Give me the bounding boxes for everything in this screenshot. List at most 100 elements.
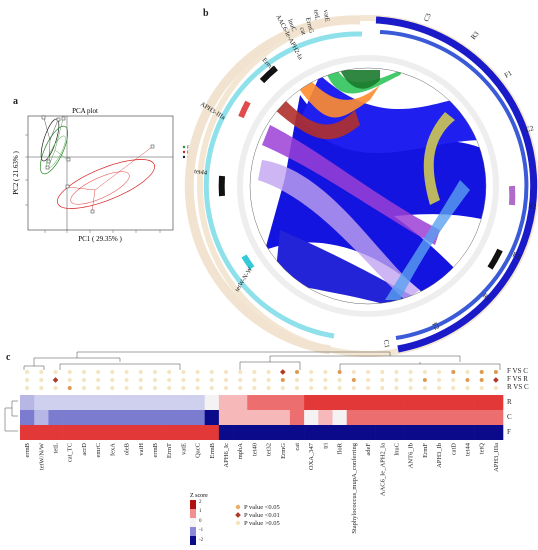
heatmap-row-r: R xyxy=(507,398,512,406)
heatmap-cell xyxy=(162,395,177,410)
heatmap-cell xyxy=(332,425,348,440)
circos-inner-ring xyxy=(237,55,499,317)
heatmap-gene-label: ermB xyxy=(152,442,159,457)
heatmap-cell xyxy=(332,395,348,410)
pca-ellipse-r-inner xyxy=(70,171,130,205)
heatmap-cell xyxy=(488,425,504,440)
pvalue-marker xyxy=(252,378,257,382)
heatmap-cell xyxy=(190,425,205,440)
heatmap-cell xyxy=(119,425,134,440)
pvalue-marker xyxy=(493,377,499,383)
heatmap-cell xyxy=(360,395,376,410)
pvalue-marker xyxy=(124,370,129,374)
circos-sample-f2: F2 xyxy=(430,321,441,332)
heatmap-cell xyxy=(218,425,234,440)
pvalue-marker xyxy=(295,370,300,374)
pvalue-marker xyxy=(266,370,271,374)
pvalue-marker xyxy=(465,370,470,374)
heatmap-cell xyxy=(105,395,120,410)
heatmap-gene-label: ErmF xyxy=(422,443,429,458)
heatmap-gene-label: emrC xyxy=(95,443,102,457)
circos-gene-ermg: ErmG xyxy=(304,17,315,34)
heatmap-cell xyxy=(431,395,447,410)
pvalue-marker xyxy=(195,378,200,382)
heatmap-cell xyxy=(417,425,433,440)
pvalue-marker xyxy=(408,386,413,390)
heatmap-cell xyxy=(62,425,78,440)
pvalue-marker xyxy=(437,378,442,382)
zscore-colorbar xyxy=(190,500,196,545)
heatmap-gene-label: QacC xyxy=(195,443,202,458)
heatmap-gene-label: tri xyxy=(322,443,329,449)
pvalue-marker xyxy=(451,386,456,390)
heatmap-cell xyxy=(233,395,248,410)
pvalue-marker xyxy=(422,386,427,390)
pca-frame xyxy=(27,115,174,231)
pvalue-marker xyxy=(53,386,58,390)
heatmap-cell xyxy=(62,410,78,425)
heatmap-gene-label: APH6_Ic xyxy=(223,443,230,468)
pvalue-marker xyxy=(394,378,399,382)
pvalue-marker xyxy=(81,370,86,374)
heatmap-gene-label: vatE xyxy=(180,443,187,455)
heatmap-cell xyxy=(431,425,447,440)
heatmap-gene-label: ermB xyxy=(24,442,31,457)
pvalue-marker xyxy=(279,369,286,375)
pvalue-marker xyxy=(479,370,484,374)
heatmap-cell xyxy=(247,425,262,440)
heatmap-gene-label: catD xyxy=(450,443,457,456)
heatmap-cell xyxy=(261,395,277,410)
pvalue-marker xyxy=(323,378,328,382)
heatmap-row-fvsr: F VS R xyxy=(507,375,528,383)
heatmap-gene-label: tet40 xyxy=(251,443,258,456)
circos-sample-c3: C3 xyxy=(422,12,432,23)
heatmap-gene-label: tetQ xyxy=(479,443,486,454)
pca-legend-f: F xyxy=(187,145,190,150)
zscore-title: Z score xyxy=(190,493,208,499)
pca-ellipse-r xyxy=(57,159,155,209)
heatmap-gene-label: tet32 xyxy=(266,443,273,456)
heatmap-gene-label: OXA_347 xyxy=(308,442,315,470)
pvalue-marker xyxy=(39,378,44,382)
heatmap-cell xyxy=(318,410,333,425)
pvalue-marker xyxy=(309,386,314,390)
pvalue-marker xyxy=(351,370,356,374)
heatmap-cell xyxy=(20,395,35,410)
pca-ellipse-f xyxy=(39,125,69,175)
heatmap-cell xyxy=(20,410,35,425)
pvalue-marker xyxy=(266,378,271,382)
pvalue-marker xyxy=(437,370,442,374)
pvalue-marker xyxy=(181,370,186,374)
pvalue-marker xyxy=(152,386,157,390)
heatmap-gene-label: mphA xyxy=(237,443,244,460)
pvalue-marker xyxy=(110,378,115,382)
panel-label-a: a xyxy=(13,96,18,107)
heatmap-cell xyxy=(389,410,404,425)
pvalue-marker xyxy=(266,386,271,390)
heatmap-row-fvsc: F VS C xyxy=(507,367,528,375)
zscore-tick-m2: -2 xyxy=(199,538,204,543)
heatmap-col-dendrogram xyxy=(23,351,501,370)
heatmap-gene-label: lnuC xyxy=(393,443,400,456)
heatmap-cell xyxy=(275,395,291,410)
pvalue-marker xyxy=(96,386,101,390)
pvalue-marker xyxy=(167,370,172,374)
zscore-tick-1: 1 xyxy=(199,509,202,514)
pvalue-marker xyxy=(81,386,86,390)
pvalue-marker xyxy=(394,370,399,374)
heatmap-cell xyxy=(48,395,63,410)
pvalue-marker xyxy=(422,378,427,382)
pca-ylabel: PC2 ( 21.63% ) xyxy=(12,151,20,195)
heatmap-cell xyxy=(48,425,63,440)
heatmap-cell xyxy=(147,425,163,440)
pvalue-marker xyxy=(493,370,498,374)
pvalue-legend-ns: P value >0.05 xyxy=(244,520,280,527)
heatmap-cell xyxy=(190,410,205,425)
pvalue-marker xyxy=(67,378,72,382)
heatmap-row-dendrogram xyxy=(4,400,18,432)
pvalue-marker xyxy=(295,386,300,390)
pvalue-marker xyxy=(181,386,186,390)
circos-sample-f1: F1 xyxy=(503,69,514,80)
heatmap-cell xyxy=(261,410,277,425)
